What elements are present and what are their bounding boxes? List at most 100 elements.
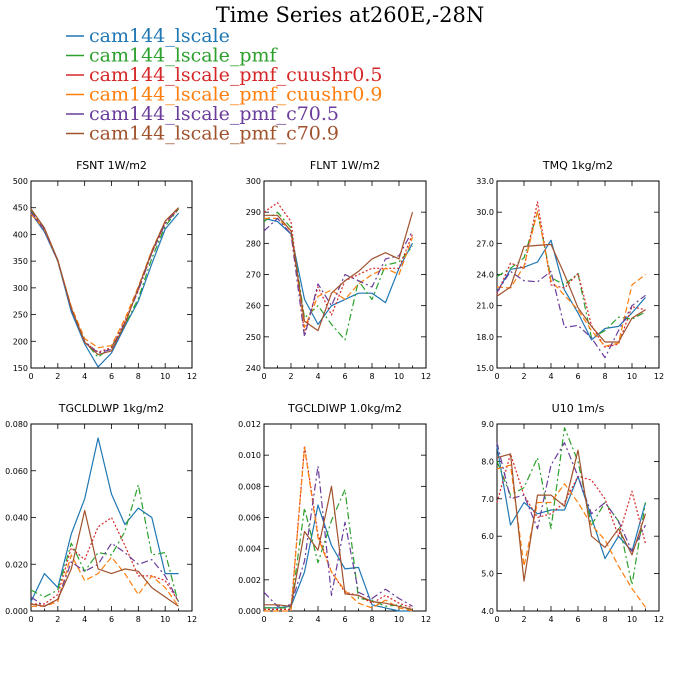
- x-tick-label: 2: [55, 615, 60, 624]
- x-tick-label: 2: [288, 615, 293, 624]
- x-tick-label: 10: [160, 615, 170, 624]
- x-tick-label: 12: [654, 372, 664, 381]
- chart-panel: TMQ 1kg/m2 0 2 4 6 8 10 12 15.0 18.0 21.0 24.0 27.0 3…: [476, 159, 664, 381]
- y-tick-label: 200: [13, 337, 28, 346]
- x-tick-label: 4: [315, 372, 320, 381]
- series-line: [264, 217, 414, 329]
- y-tick-label: 280: [246, 239, 261, 248]
- y-tick-label: 0.002: [238, 576, 261, 585]
- x-tick-label: 12: [654, 615, 664, 624]
- y-tick-label: 270: [246, 271, 261, 280]
- chart-panels: FSNT 1W/m20 2 4 6 8 10 12150200250300350400450…: [5, 159, 664, 624]
- plot-frame: [30, 180, 193, 369]
- x-tick-label: 12: [421, 372, 431, 381]
- y-tick-label: 30.0: [476, 208, 494, 217]
- chart-panel: TGCLDLWP 1kg/m2 0 2 4 6 8 10 12 0.000 0.020 0.040 0…: [5, 402, 197, 624]
- y-tick-label: 0.000: [238, 607, 261, 616]
- series-line: [264, 446, 413, 612]
- y-tick-label: 350: [13, 257, 28, 266]
- x-tick-label: 10: [394, 615, 404, 624]
- x-tick-label: 2: [521, 372, 526, 381]
- x-tick-label: 8: [602, 615, 607, 624]
- y-tick-label: 33.0: [476, 177, 494, 186]
- x-tick-label: 8: [136, 615, 141, 624]
- series-line: [264, 212, 414, 332]
- x-tick-label: 8: [602, 372, 607, 381]
- y-tick-label: 250: [246, 333, 261, 342]
- series-line: [496, 243, 646, 343]
- y-tick-label: 15.0: [476, 364, 494, 373]
- series-line: [30, 207, 180, 356]
- x-tick-label: 10: [160, 372, 170, 381]
- chart-panel: FLNT 1W/m2 0 2 4 6 8 10 12 240 250 260 270 280 290 300: [246, 159, 431, 381]
- series-line: [264, 445, 413, 611]
- x-tick-label: 8: [369, 615, 374, 624]
- legend-label: cam144_lscale: [89, 25, 230, 47]
- x-tick-label: 2: [288, 372, 293, 381]
- series-line: [496, 210, 646, 347]
- x-tick-label: 10: [394, 372, 404, 381]
- y-tick-label: 300: [13, 284, 28, 293]
- y-tick-label: 290: [246, 208, 261, 217]
- legend-label: cam144_lscale_pmf: [89, 45, 279, 67]
- chart-title: Time Series at260E,-28N: [216, 3, 484, 27]
- series-line: [263, 202, 414, 335]
- series-line: [264, 488, 413, 612]
- y-tick-label: 0.020: [5, 560, 28, 569]
- chart-panel: TGCLDIWP 1.0kg/m2 0 2 4 6 8 10 12 0.000 0.002 0.00…: [238, 402, 431, 624]
- x-tick-label: 6: [575, 615, 580, 624]
- x-tick-label: 0: [261, 615, 266, 624]
- series-line: [496, 239, 646, 341]
- x-tick-label: 10: [627, 615, 637, 624]
- y-tick-label: 4.0: [481, 607, 494, 616]
- series-line: [30, 207, 180, 349]
- series-line: [264, 485, 413, 610]
- y-tick-label: 0.080: [5, 420, 28, 429]
- x-tick-label: 0: [494, 372, 499, 381]
- legend-entry: cam144_lscale: [66, 25, 230, 47]
- series-line: [263, 217, 414, 325]
- series-line: [30, 212, 180, 368]
- y-tick-label: 5.0: [481, 570, 494, 579]
- x-tick-label: 0: [494, 615, 499, 624]
- x-tick-label: 6: [575, 372, 580, 381]
- y-tick-label: 21.0: [476, 302, 494, 311]
- y-tick-label: 240: [246, 364, 261, 373]
- y-tick-label: 500: [13, 177, 28, 186]
- series-line: [263, 211, 413, 341]
- y-tick-label: 300: [246, 177, 261, 186]
- y-tick-label: 0.012: [238, 420, 261, 429]
- chart-panel: FSNT 1W/m2 0 2 4 6 8 10 12 150 200 250 300 350 400 450…: [13, 159, 197, 381]
- x-tick-label: 4: [82, 372, 87, 381]
- chart-panel: U10 1m/s 0 2 4 6 8 10 12 4.0 5.0 6.0 7.0 8.0 9.0: [481, 402, 664, 624]
- x-tick-label: 6: [109, 615, 114, 624]
- y-tick-label: 0.008: [238, 482, 261, 491]
- x-tick-label: 2: [521, 615, 526, 624]
- x-tick-label: 0: [28, 615, 33, 624]
- y-tick-label: 24.0: [476, 271, 494, 280]
- series-line: [496, 449, 647, 582]
- x-tick-label: 12: [421, 615, 431, 624]
- panel-title: TMQ 1kg/m2: [542, 159, 613, 172]
- y-tick-label: 0.010: [238, 451, 261, 460]
- x-tick-label: 10: [627, 372, 637, 381]
- series-line: [30, 509, 179, 607]
- y-tick-label: 6.0: [481, 532, 494, 541]
- legend-entry: cam144_lscale_pmf: [66, 45, 279, 67]
- panel-title: FSNT 1W/m2: [76, 159, 147, 172]
- series-line: [30, 207, 180, 354]
- legend-label: cam144_lscale_pmf_cuushr0.9: [89, 84, 382, 106]
- series-line: [31, 554, 180, 607]
- panel-title: TGCLDIWP 1.0kg/m2: [287, 402, 402, 415]
- plot-frame: [30, 423, 193, 612]
- series-line: [263, 465, 413, 607]
- y-tick-label: 27.0: [476, 239, 494, 248]
- x-tick-label: 4: [315, 615, 320, 624]
- y-tick-label: 18.0: [476, 333, 494, 342]
- x-tick-label: 8: [369, 372, 374, 381]
- y-tick-label: 0.040: [5, 514, 28, 523]
- x-tick-label: 4: [548, 615, 553, 624]
- series-line: [496, 270, 646, 359]
